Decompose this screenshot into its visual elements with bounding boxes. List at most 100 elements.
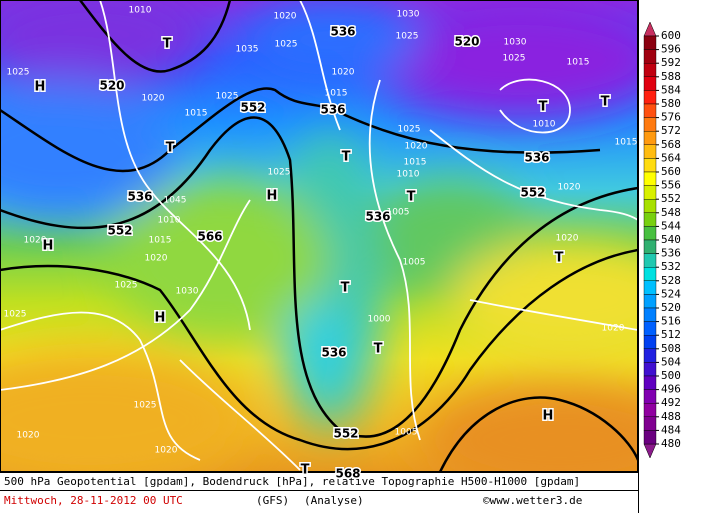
geopotential-label: 536 <box>330 25 355 39</box>
colorbar-label: 540 <box>661 233 681 246</box>
colorbar-label: 580 <box>661 97 681 110</box>
colorbar-label: 488 <box>661 410 681 423</box>
colorbar-swatch <box>643 185 657 200</box>
colorbar-label: 480 <box>661 437 681 450</box>
colorbar-swatch <box>643 212 657 227</box>
colorbar-label: 536 <box>661 247 681 260</box>
pressure-center: H <box>35 80 46 95</box>
colorbar-label: 520 <box>661 301 681 314</box>
colorbar-swatch <box>643 430 657 445</box>
isobar-label: 1030 <box>504 38 527 48</box>
isobar-label: 1010 <box>129 6 152 16</box>
isobar-label: 1025 <box>216 92 239 102</box>
colorbar-label: 524 <box>661 287 681 300</box>
colorbar-swatch <box>643 63 657 78</box>
isobar-label: 1020 <box>145 254 168 264</box>
geopotential-label: 552 <box>240 101 265 115</box>
colorbar-label: 528 <box>661 274 681 287</box>
pressure-center: T <box>163 37 172 52</box>
isobar-label: 1020 <box>556 234 579 244</box>
geopotential-label: 552 <box>107 224 132 238</box>
isobar-label: 1010 <box>397 170 420 180</box>
colorbar-label: 560 <box>661 165 681 178</box>
colorbar-swatch <box>643 389 657 404</box>
isobar-label: 1030 <box>397 10 420 20</box>
isobar-label: 1025 <box>134 401 157 411</box>
isobar-label: 1020 <box>17 431 40 441</box>
pressure-center: T <box>341 281 350 296</box>
colorbar-swatch <box>643 158 657 173</box>
isobar-label: 1025 <box>275 40 298 50</box>
isobar-label: 1025 <box>7 68 30 78</box>
colorbar-label: 568 <box>661 138 681 151</box>
isobar-label: 1015 <box>185 109 208 119</box>
footer-description: 500 hPa Geopotential [gpdam], Bodendruck… <box>4 475 580 488</box>
geopotential-label: 536 <box>320 103 345 117</box>
isobar-label: 1005 <box>403 258 426 268</box>
geopotential-label: 536 <box>524 151 549 165</box>
colorbar-swatch <box>643 335 657 350</box>
pressure-center: H <box>155 311 166 326</box>
pressure-center: H <box>543 409 554 424</box>
colorbar-label: 552 <box>661 192 681 205</box>
isobar-label: 1005 <box>395 428 418 438</box>
isobar-label: 1015 <box>149 236 172 246</box>
colorbar-label: 572 <box>661 124 681 137</box>
geopotential-label: 536 <box>321 346 346 360</box>
colorbar-label: 588 <box>661 70 681 83</box>
geopotential-label: 568 <box>335 467 360 481</box>
colorbar-swatch <box>643 198 657 213</box>
isobar-label: 1020 <box>24 236 47 246</box>
colorbar-label: 592 <box>661 56 681 69</box>
colorbar-swatch <box>643 375 657 390</box>
colorbar-swatch <box>643 35 657 50</box>
colorbar-label: 564 <box>661 151 681 164</box>
colorbar-label: 508 <box>661 342 681 355</box>
footer-credit[interactable]: ©www.wetter3.de <box>483 494 582 507</box>
isobar-label: 1025 <box>396 32 419 42</box>
isobar-label: 1020 <box>405 142 428 152</box>
geopotential-label: 520 <box>454 35 479 49</box>
pressure-center: H <box>267 189 278 204</box>
colorbar-label: 496 <box>661 383 681 396</box>
colorbar-swatch <box>643 280 657 295</box>
pressure-center: T <box>166 141 175 156</box>
colorbar-swatch <box>643 103 657 118</box>
pressure-center: T <box>301 463 310 478</box>
geopotential-label: 520 <box>99 79 124 93</box>
footer-date: Mittwoch, 28-11-2012 00 UTC <box>4 494 183 507</box>
colorbar-label: 548 <box>661 206 681 219</box>
colorbar-swatch <box>643 130 657 145</box>
pressure-center: T <box>601 95 610 110</box>
colorbar-swatch <box>643 294 657 309</box>
isobar-label: 1010 <box>533 120 556 130</box>
isobar-lines <box>0 0 638 470</box>
footer-model: (GFS) <box>256 494 289 507</box>
pressure-center: T <box>342 150 351 165</box>
isobar-label: 1025 <box>268 168 291 178</box>
isobar-label: 1020 <box>602 324 625 334</box>
pressure-center: T <box>555 251 564 266</box>
isobar-label: 1020 <box>155 446 178 456</box>
colorbar-arrow <box>643 443 657 459</box>
isobar-label: 1015 <box>567 58 590 68</box>
pressure-center: T <box>374 342 383 357</box>
colorbar-label: 600 <box>661 29 681 42</box>
geopotential-label: 536 <box>365 210 390 224</box>
isobar-label: 1035 <box>236 45 259 55</box>
colorbar-label: 532 <box>661 260 681 273</box>
colorbar-label: 504 <box>661 355 681 368</box>
isobar-label: 1005 <box>387 208 410 218</box>
colorbar-label: 500 <box>661 369 681 382</box>
colorbar-swatch <box>643 307 657 322</box>
colorbar-swatch <box>643 226 657 241</box>
geopotential-label: 552 <box>333 427 358 441</box>
isobar-label: 1015 <box>325 89 348 99</box>
isobar-label: 1010 <box>158 216 181 226</box>
colorbar-swatch <box>643 321 657 336</box>
colorbar-label: 584 <box>661 83 681 96</box>
isobar-label: 1025 <box>115 281 138 291</box>
isobar-label: 1025 <box>398 125 421 135</box>
colorbar-arrow <box>643 21 657 37</box>
